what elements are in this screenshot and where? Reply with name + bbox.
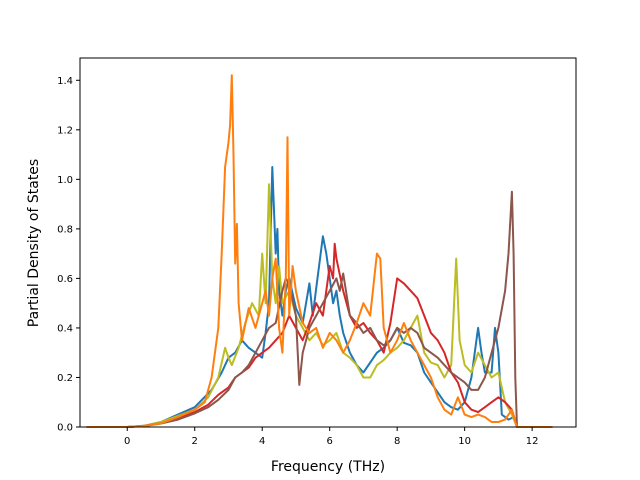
x-tick-label: 2 <box>192 436 198 447</box>
plot-frame <box>79 57 577 428</box>
series-layer <box>86 74 553 428</box>
x-tick-label: 10 <box>458 436 471 447</box>
y-tick-label: 0.0 <box>57 423 73 434</box>
series-line-1 <box>86 183 553 428</box>
series-line-0 <box>86 166 553 428</box>
x-tick-label: 6 <box>326 436 332 447</box>
tick-layer: 0 2 4 6 8 10 12 0.0 0.2 0.4 0.6 0.8 1.0 1.2 1.4 <box>57 76 538 447</box>
y-axis-label: Partial Density of States <box>26 159 42 327</box>
x-tick-label: 4 <box>259 436 265 447</box>
x-tick-label: 0 <box>124 436 130 447</box>
y-tick-label: 1.0 <box>57 175 73 186</box>
y-tick-label: 1.2 <box>57 125 73 136</box>
y-tick-label: 0.8 <box>57 224 73 235</box>
y-tick-label: 0.4 <box>57 323 73 334</box>
y-tick-label: 0.6 <box>57 274 73 285</box>
series-line-3 <box>86 190 553 428</box>
y-tick-label: 1.4 <box>57 76 73 87</box>
x-axis-label: Frequency (THz) <box>271 459 385 475</box>
x-tick-label: 8 <box>394 436 400 447</box>
x-tick-label: 12 <box>526 436 539 447</box>
series-line-4 <box>86 74 553 428</box>
y-tick-label: 0.2 <box>57 373 73 384</box>
